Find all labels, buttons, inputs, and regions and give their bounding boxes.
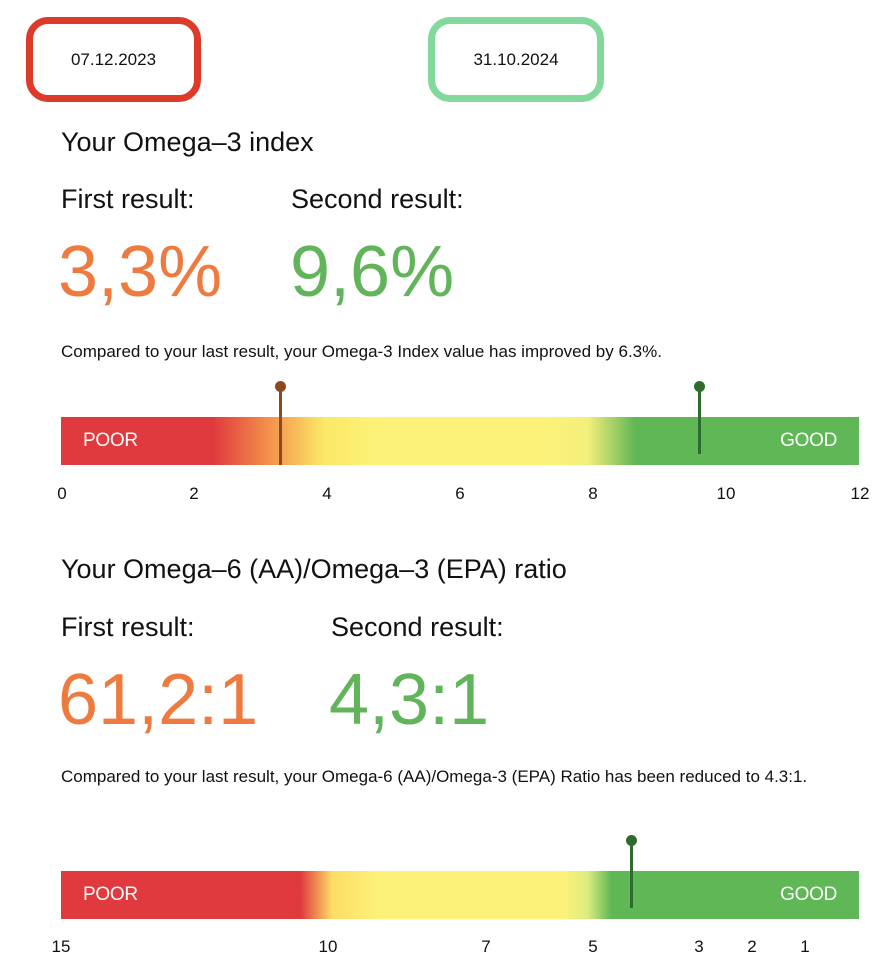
omega3-first-marker-dot [274, 381, 286, 392]
ratio-tick: 10 [318, 937, 338, 956]
ratio-tick: 1 [800, 937, 810, 956]
omega3-tick: 4 [322, 484, 332, 503]
ratio-good-label: GOOD [780, 884, 837, 905]
omega3-second-result-label: Second result: [291, 184, 464, 214]
omega3-second-result-marker [693, 381, 705, 454]
ratio-second-marker-stem [630, 843, 633, 908]
ratio-second-result-label: Second result: [331, 612, 504, 642]
ratio-second-marker-dot [626, 835, 637, 846]
omega3-tick: 8 [588, 484, 598, 503]
omega3-second-marker-dot [693, 381, 705, 392]
omega3-first-marker-stem [278, 389, 282, 465]
omega3-tick: 2 [189, 484, 199, 503]
ratio-tick: 7 [481, 937, 491, 956]
ratio-second-result-marker [626, 835, 637, 908]
omega3-tick: 6 [455, 484, 465, 503]
ratio-section-title: Your Omega–6 (AA)/Omega–3 (EPA) ratio [61, 554, 567, 584]
ratio-tick: 5 [588, 937, 598, 956]
ratio-tick: 3 [694, 937, 704, 956]
ratio-tick: 2 [747, 937, 757, 956]
omega3-first-result-value: 3,3% [58, 232, 223, 312]
ratio-poor-label: POOR [83, 884, 138, 905]
second-result-date: 31.10.2024 [473, 49, 559, 69]
ratio-first-result-label: First result: [61, 612, 195, 642]
omega3-scale-bar: POOR GOOD [61, 417, 859, 465]
omega3-tick: 0 [57, 484, 67, 503]
ratio-first-result-value: 61,2:1 [58, 660, 259, 740]
omega3-poor-label: POOR [83, 430, 138, 451]
omega3-tick: 10 [716, 484, 736, 503]
omega3-comparison-note: Compared to your last result, your Omega… [61, 342, 662, 361]
omega3-second-result-value: 9,6% [290, 232, 455, 312]
first-result-date-badge: 07.12.2023 [26, 17, 201, 102]
ratio-tick: 15 [51, 937, 71, 956]
omega3-section-title: Your Omega–3 index [61, 127, 314, 157]
second-result-date-badge: 31.10.2024 [428, 17, 604, 102]
omega3-first-result-marker [274, 381, 286, 465]
ratio-second-result-value: 4,3:1 [329, 660, 490, 740]
ratio-comparison-note: Compared to your last result, your Omega… [61, 767, 808, 786]
omega3-good-label: GOOD [780, 430, 837, 451]
omega3-tick: 12 [850, 484, 870, 503]
omega3-second-marker-stem [697, 389, 701, 454]
ratio-scale-bar: POOR GOOD [61, 871, 859, 919]
first-result-date: 07.12.2023 [70, 49, 157, 69]
omega3-first-result-label: First result: [61, 184, 195, 214]
